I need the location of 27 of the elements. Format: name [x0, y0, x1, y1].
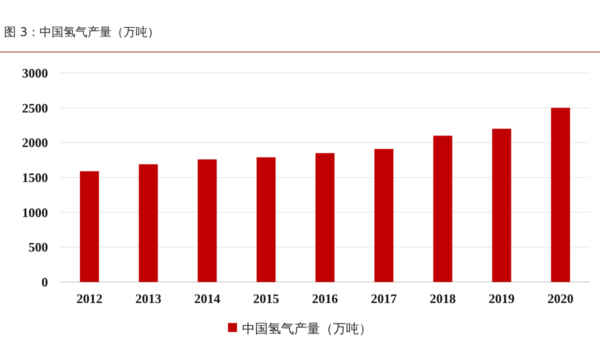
y-tick-label: 0 [42, 274, 48, 290]
bar [256, 157, 276, 282]
bar [316, 153, 334, 282]
x-tick-label: 2016 [312, 291, 338, 306]
bar [492, 128, 512, 282]
legend-label: 中国氢气产量（万吨） [242, 321, 372, 336]
y-tick-label: 3000 [22, 66, 48, 80]
y-tick-label: 1500 [22, 170, 48, 185]
x-tick-label: 2018 [430, 291, 456, 306]
bar [551, 108, 570, 282]
chart-title: 图 3：中国氢气产量（万吨） [4, 25, 160, 39]
bar [198, 159, 217, 282]
x-tick-label: 2013 [135, 291, 162, 306]
y-tick-label: 2500 [22, 100, 48, 116]
bar [374, 148, 394, 282]
x-tick-label: 2014 [194, 291, 221, 306]
bar [80, 171, 99, 282]
bar [138, 164, 158, 282]
x-tick-label: 2019 [488, 291, 516, 306]
x-tick-label: 2015 [253, 291, 280, 306]
x-tick-label: 2017 [370, 291, 398, 306]
x-tick-label: 2020 [548, 291, 574, 306]
y-tick-label: 2000 [22, 135, 48, 150]
x-tick-label: 2012 [76, 291, 102, 306]
y-tick-label: 1000 [22, 204, 48, 220]
bar [433, 136, 452, 282]
y-tick-label: 500 [28, 240, 48, 255]
